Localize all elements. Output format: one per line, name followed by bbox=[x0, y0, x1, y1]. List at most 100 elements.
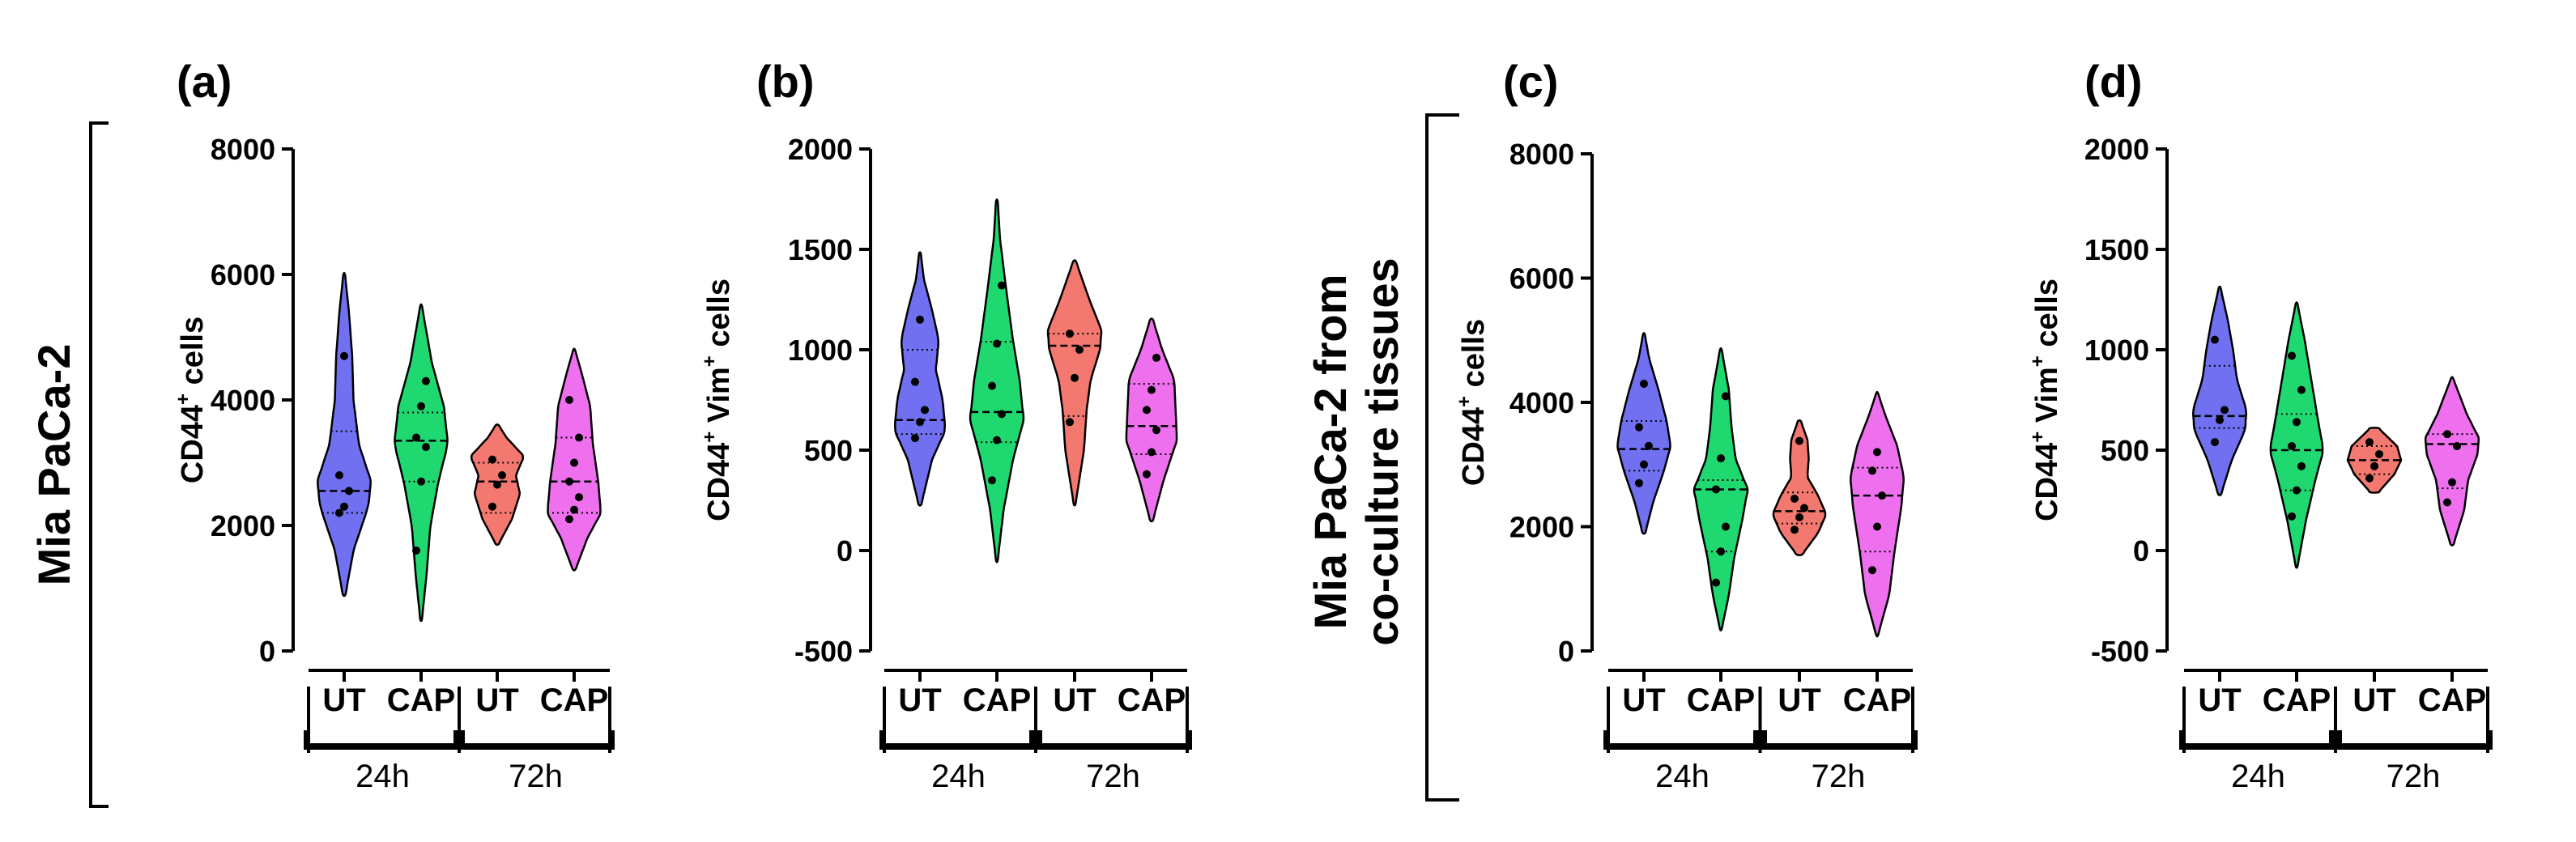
x-category-label: CAP bbox=[1843, 683, 1911, 718]
violin-body bbox=[969, 198, 1025, 563]
y-tick-label: 1000 bbox=[788, 334, 853, 367]
panel-a: (a) 0 2000 4000 6000 8000 CD44+ cells UT CAP UT CA… bbox=[172, 56, 615, 794]
group-bracket bbox=[2335, 730, 2493, 750]
data-point bbox=[1712, 578, 1720, 587]
violin-0 bbox=[894, 251, 946, 507]
group-label: 72h bbox=[1812, 759, 1866, 794]
violin-body bbox=[2192, 285, 2247, 496]
y-axis-title-main: CD44 bbox=[2030, 443, 2064, 521]
y-tick-label: 500 bbox=[2101, 434, 2149, 467]
group-bracket bbox=[1761, 730, 1918, 750]
data-point bbox=[565, 477, 573, 486]
data-point bbox=[2293, 418, 2301, 427]
data-point bbox=[565, 515, 573, 524]
data-point bbox=[998, 410, 1006, 419]
y-tick-label: 500 bbox=[804, 434, 853, 467]
data-point bbox=[488, 455, 496, 464]
y-axis-title: CD44+ cells bbox=[172, 317, 210, 483]
y-tick-label: 4000 bbox=[211, 384, 275, 417]
violin-1 bbox=[2269, 301, 2324, 569]
violin-2 bbox=[1772, 419, 1827, 556]
panel-c: (c) 0 2000 4000 6000 8000 CD44+ cells UT CAP UT CA… bbox=[1454, 56, 1918, 794]
data-point bbox=[335, 471, 343, 479]
data-point bbox=[1640, 379, 1648, 388]
x-category-label: CAP bbox=[963, 683, 1031, 718]
y-axis-title: CD44+ Vim+ cells bbox=[2027, 279, 2064, 521]
x-category-label: UT bbox=[1778, 683, 1820, 718]
y-tick-label: 2000 bbox=[1509, 511, 1574, 544]
data-point bbox=[488, 502, 496, 511]
data-point bbox=[993, 436, 1001, 444]
y-axis-title-main: CD44 bbox=[176, 405, 210, 483]
violin-body bbox=[394, 303, 449, 623]
data-point bbox=[2297, 461, 2306, 470]
x-category-label: CAP bbox=[387, 683, 455, 718]
data-point bbox=[2375, 449, 2383, 458]
data-point bbox=[911, 434, 919, 443]
data-point bbox=[1795, 512, 1803, 521]
y-axis-title-mid: Vim bbox=[2030, 367, 2064, 432]
y-tick-label: 0 bbox=[2133, 534, 2149, 568]
panel-letter: (a) bbox=[177, 56, 232, 107]
y-tick-label: 4000 bbox=[1509, 386, 1574, 419]
data-point bbox=[2453, 442, 2461, 451]
y-tick-label: 0 bbox=[1558, 635, 1574, 668]
group-label: 72h bbox=[509, 759, 563, 794]
data-point bbox=[2288, 442, 2296, 451]
data-point bbox=[2211, 438, 2219, 447]
data-point bbox=[1075, 346, 1084, 354]
violin-1 bbox=[1692, 347, 1749, 632]
data-point bbox=[993, 339, 1001, 348]
group-bracket bbox=[879, 730, 1036, 750]
data-point bbox=[1143, 470, 1151, 478]
row-bracket-left bbox=[89, 121, 109, 808]
data-point bbox=[1790, 525, 1799, 534]
data-point bbox=[916, 315, 924, 324]
data-point bbox=[1066, 330, 1074, 338]
data-point bbox=[1800, 504, 1808, 512]
panel-letter: (c) bbox=[1503, 56, 1558, 107]
y-axis-title-rest: cells bbox=[1457, 319, 1491, 396]
data-point bbox=[2288, 351, 2296, 360]
row-bracket-middle bbox=[1425, 113, 1459, 802]
violin-body bbox=[2424, 376, 2480, 546]
data-point bbox=[1795, 436, 1803, 445]
y-axis-title: CD44+ cells bbox=[1454, 319, 1491, 486]
data-point bbox=[345, 487, 353, 495]
data-point bbox=[921, 406, 929, 415]
data-point bbox=[2365, 438, 2374, 447]
group-bracket bbox=[2179, 730, 2335, 750]
data-point bbox=[417, 402, 425, 410]
data-point bbox=[1722, 522, 1730, 531]
violin-3 bbox=[1850, 390, 1905, 638]
y-axis-title-sup: + bbox=[699, 432, 721, 443]
violin-3 bbox=[1125, 317, 1178, 523]
panel-letter: (b) bbox=[756, 56, 815, 107]
group-bracket bbox=[304, 730, 460, 750]
row-label-left-text: Mia PaCa-2 bbox=[28, 344, 79, 586]
data-point bbox=[1717, 454, 1725, 463]
data-point bbox=[422, 376, 430, 385]
violin-body bbox=[894, 251, 946, 507]
data-point bbox=[2297, 385, 2306, 394]
group-label: 72h bbox=[2387, 759, 2441, 794]
y-tick-label: 1000 bbox=[2084, 334, 2149, 367]
data-point bbox=[1152, 353, 1160, 362]
data-point bbox=[916, 418, 924, 427]
group-bracket bbox=[458, 730, 615, 750]
violin-1 bbox=[969, 198, 1025, 563]
data-point bbox=[565, 396, 573, 404]
violin-3 bbox=[2424, 376, 2480, 546]
y-tick-label: 8000 bbox=[1509, 138, 1574, 171]
data-point bbox=[988, 476, 996, 485]
data-point bbox=[340, 351, 348, 360]
data-point bbox=[1147, 448, 1156, 457]
violin-1 bbox=[394, 303, 449, 623]
y-tick-label: 6000 bbox=[1509, 262, 1574, 296]
y-tick-label: 8000 bbox=[211, 133, 275, 166]
x-category-label: UT bbox=[2352, 683, 2395, 718]
data-point bbox=[2443, 498, 2451, 507]
data-point bbox=[988, 381, 996, 390]
y-axis-title-rest: cells bbox=[702, 279, 736, 355]
